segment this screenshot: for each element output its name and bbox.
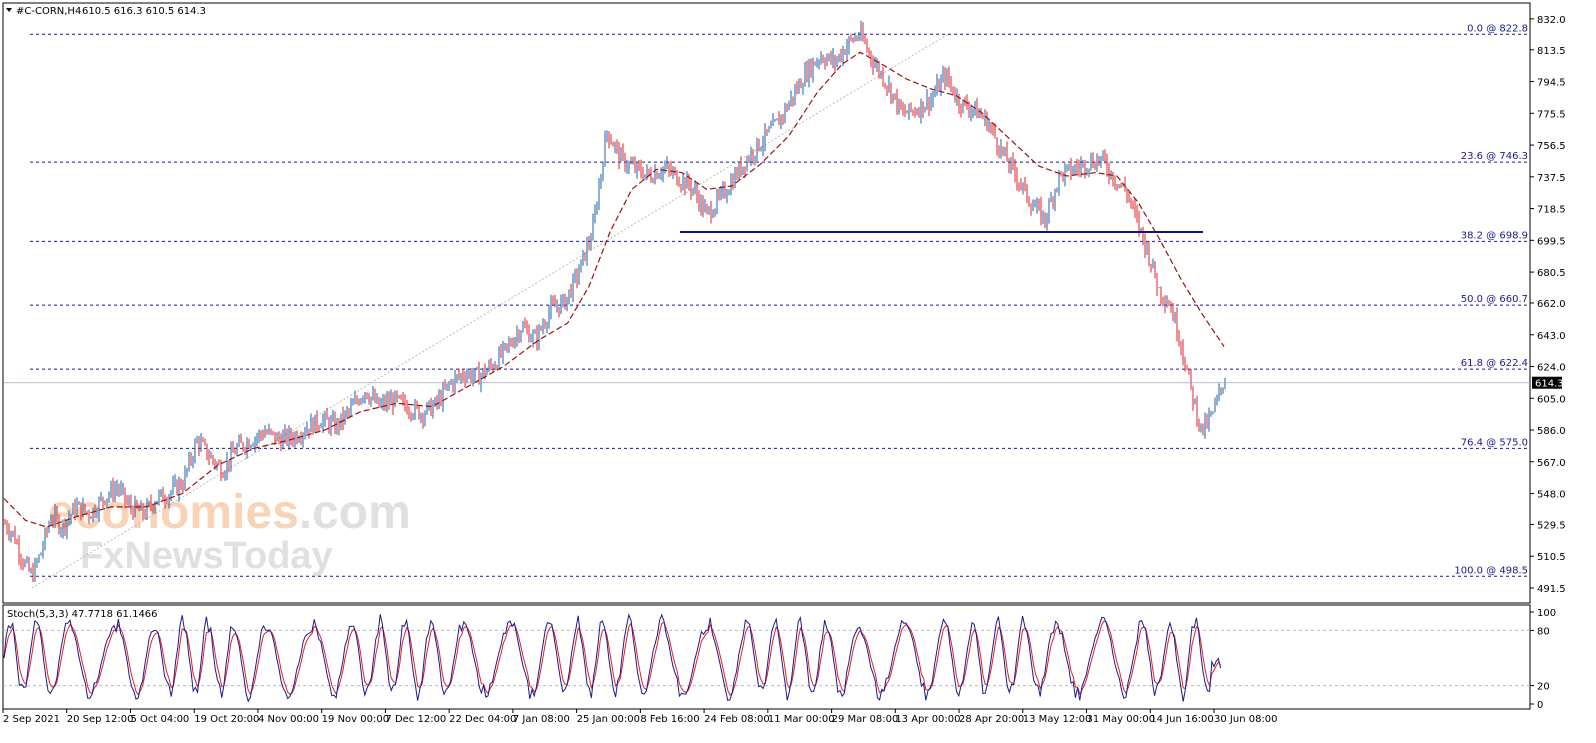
stoch-signal-line	[3, 620, 1222, 696]
stoch-pane-frame	[2, 604, 1531, 710]
stoch-tick-label: 80	[1537, 626, 1550, 637]
fib-level-label: 0.0 @ 822.8	[1467, 23, 1528, 34]
time-tick-label: 22 Dec 04:00	[449, 714, 516, 725]
watermark-line2: FxNewsToday	[80, 535, 333, 577]
time-tick-label: 2 Sep 2021	[3, 714, 60, 725]
fib-level-label: 100.0 @ 498.5	[1454, 565, 1528, 576]
price-tick-label: 680.5	[1537, 268, 1566, 279]
symbol-label: #C-CORN,H4	[16, 6, 81, 17]
current-price-label-text: 614.3	[1535, 379, 1564, 390]
time-tick-label: 25 Jan 00:00	[577, 714, 640, 725]
price-tick-label: 737.5	[1537, 173, 1566, 184]
price-tick-label: 510.5	[1537, 552, 1566, 563]
candles	[4, 20, 1226, 583]
price-tick-label: 643.0	[1537, 331, 1566, 342]
time-tick-label: 5 Oct 04:00	[130, 714, 189, 725]
price-tick-label: 718.5	[1537, 205, 1566, 216]
time-tick-label: 14 Jun 16:00	[1150, 714, 1214, 725]
time-tick-label: 13 Apr 00:00	[895, 714, 960, 725]
time-tick-label: 19 Oct 20:00	[194, 714, 259, 725]
fib-level-label: 76.4 @ 575.0	[1461, 437, 1528, 448]
fib-level-label: 50.0 @ 660.7	[1461, 294, 1528, 305]
price-tick-label: 491.5	[1537, 584, 1566, 595]
time-tick-label: 24 Feb 08:00	[704, 714, 770, 725]
stoch-main-line	[3, 613, 1222, 703]
chart-header: #C-CORN,H4 610.5 616.3 610.5 614.3	[6, 6, 206, 17]
price-tick-label: 586.0	[1537, 426, 1566, 437]
price-tick-label: 624.0	[1537, 363, 1566, 374]
time-tick-label: 30 Jun 08:00	[1214, 714, 1278, 725]
main-pane-frame	[2, 2, 1531, 604]
price-tick-label: 567.0	[1537, 458, 1566, 469]
stoch-tick-label: 100	[1537, 608, 1556, 619]
price-tick-label: 699.5	[1537, 236, 1566, 247]
fib-levels: 0.0 @ 822.8 23.6 @ 746.3 38.2 @ 698.9 50.0 …	[30, 23, 1530, 577]
time-tick-label: 7 Dec 12:00	[385, 714, 446, 725]
time-tick-label: 20 Sep 12:00	[67, 714, 134, 725]
price-axis: 832.0 813.5 794.5 775.5 756.5 737.5 718.5 699.5…	[1530, 15, 1566, 595]
time-tick-label: 31 May 00:00	[1087, 714, 1156, 725]
price-tick-label: 832.0	[1537, 15, 1566, 26]
time-tick-label: 11 Mar 00:00	[768, 714, 835, 725]
time-tick-label: 8 Feb 16:00	[640, 714, 699, 725]
dropdown-triangle-icon[interactable]	[6, 8, 12, 12]
fib-level-label: 61.8 @ 622.4	[1461, 358, 1528, 369]
price-tick-label: 662.0	[1537, 299, 1566, 310]
stoch-label: Stoch(5,3,3) 47.7718 61.1466	[7, 609, 158, 620]
price-tick-label: 775.5	[1537, 109, 1566, 120]
watermark-line1: economies.com	[48, 486, 411, 539]
stoch-axis: 100 80 20 0	[1530, 608, 1556, 711]
time-tick-label: 7 Jan 08:00	[513, 714, 570, 725]
time-tick-label: 19 Nov 00:00	[322, 714, 389, 725]
stoch-tick-label: 0	[1537, 700, 1543, 711]
price-tick-label: 794.5	[1537, 78, 1566, 89]
watermark-part-b: .com	[299, 486, 411, 539]
current-price-label: 614.3	[1532, 376, 1564, 390]
price-tick-label: 605.0	[1537, 394, 1566, 405]
time-tick-label: 28 Apr 20:00	[959, 714, 1024, 725]
ohlc-values: 610.5 616.3 610.5 614.3	[82, 6, 206, 17]
price-tick-label: 813.5	[1537, 46, 1566, 57]
fib-trend-line	[31, 32, 951, 589]
current-price-label-bg	[1532, 376, 1562, 389]
time-tick-label: 13 May 12:00	[1023, 714, 1092, 725]
moving-average-line	[3, 51, 1225, 528]
time-axis: 2 Sep 2021 20 Sep 12:005 Oct 04:00 19 Oct …	[2, 709, 1278, 725]
price-tick-label: 756.5	[1537, 141, 1566, 152]
stoch-tick-label: 20	[1537, 682, 1550, 693]
stoch-levels	[3, 629, 1530, 687]
time-tick-label: 4 Nov 00:00	[258, 714, 319, 725]
price-tick-label: 548.0	[1537, 490, 1566, 501]
fib-level-label: 23.6 @ 746.3	[1461, 151, 1528, 162]
time-tick-label: 29 Mar 08:00	[832, 714, 899, 725]
price-tick-label: 529.5	[1537, 520, 1566, 531]
fib-level-label: 38.2 @ 698.9	[1461, 230, 1528, 241]
